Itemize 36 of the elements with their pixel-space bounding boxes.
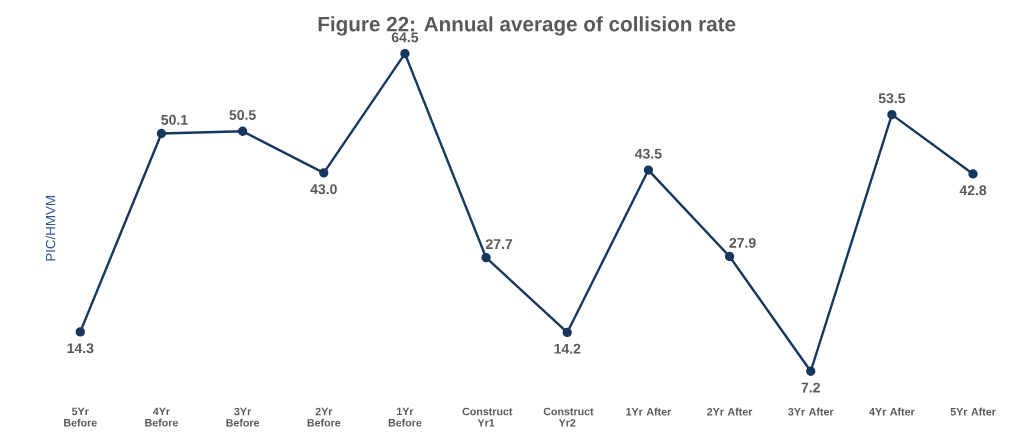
point [481,252,491,263]
x-tick-label: Construct Yr2 [543,407,594,427]
x-tick-label: 2Yr After [707,407,753,416]
data-label: 27.9 [729,237,756,248]
point [400,49,410,59]
data-label: 42.8 [959,185,987,196]
x-tick-label: 1Yr Before [388,407,422,427]
data-label: 7.2 [801,382,820,393]
data-label: 43.0 [310,184,337,195]
point [562,327,572,338]
x-tick-label: 3Yr After [788,407,834,416]
data-label: 14.3 [67,343,94,354]
data-label: 50.5 [229,109,256,120]
x-tick-label: Construct Yr1 [462,407,513,427]
point [156,128,167,139]
point [724,251,735,262]
x-tick-label: 5Yr Before [64,407,97,427]
x-tick-label: 4Yr After [869,407,915,416]
data-label: 43.5 [635,148,662,159]
data-label: 14.2 [554,343,581,354]
point [319,168,329,178]
point [643,165,654,175]
data-label: 53.5 [878,93,906,104]
x-tick-label: 4Yr Before [145,407,178,427]
point [75,327,85,337]
point [968,169,978,179]
point [237,126,248,136]
x-tick-label: 5Yr After [950,407,996,416]
x-tick-label: 1Yr After [626,407,672,416]
y-axis-title: PIC/HMVM [45,196,56,261]
data-label: 50.1 [161,114,188,125]
point [806,366,816,376]
point [887,109,897,120]
data-label: 27.7 [485,239,513,249]
x-tick-label: 3Yr Before [226,407,260,427]
x-tick-label: 2Yr Before [307,407,341,427]
